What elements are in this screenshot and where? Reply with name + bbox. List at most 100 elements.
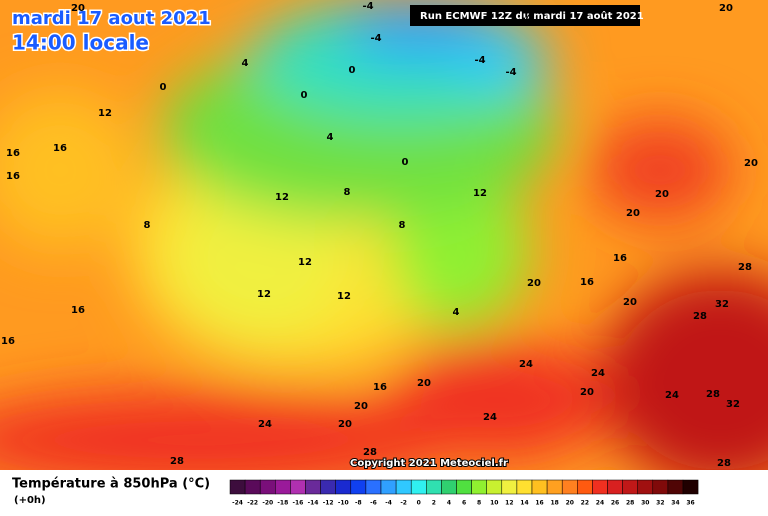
- colorbar-label: -20: [262, 500, 273, 507]
- colorbar-swatch: [380, 479, 397, 495]
- colorbar-swatch: [546, 479, 563, 495]
- legend-title: Température à 850hPa (°C): [12, 477, 210, 492]
- contour-label: 8: [344, 187, 351, 198]
- legend-step: (+0h): [14, 495, 46, 506]
- contour-label: 16: [6, 171, 20, 182]
- contour-label: 4: [453, 307, 460, 318]
- colorbar-swatch: [652, 479, 669, 495]
- colorbar-label: 0: [417, 500, 421, 507]
- colorbar-swatch: [486, 479, 503, 495]
- contour-label: 20: [338, 419, 352, 430]
- colorbar-swatch: [410, 479, 427, 495]
- colorbar-label: -10: [338, 500, 349, 507]
- colorbar-swatch: [682, 479, 699, 495]
- colorbar-label: -4: [385, 500, 392, 507]
- contour-label: 12: [298, 257, 312, 268]
- colorbar-label: 36: [686, 500, 694, 507]
- colorbar-label: 2: [432, 500, 436, 507]
- colorbar-swatch: [667, 479, 684, 495]
- contour-label: 28: [717, 458, 731, 469]
- colorbar-swatch: [456, 479, 472, 495]
- colorbar-swatch: [335, 479, 352, 495]
- contour-label: 24: [483, 412, 497, 423]
- contour-label: 20: [527, 278, 541, 289]
- colorbar-swatch: [290, 479, 306, 495]
- map-time: 14:00 locale: [12, 31, 149, 55]
- contour-label: 16: [1, 336, 15, 347]
- contour-label: 24: [519, 359, 533, 370]
- colorbar-swatch: [350, 479, 367, 495]
- contour-label: 0: [160, 82, 167, 93]
- contour-label: 16: [53, 143, 67, 154]
- colorbar-swatch: [531, 479, 548, 495]
- colorbar-swatch: [441, 479, 457, 495]
- colorbar-label: 20: [566, 500, 574, 507]
- contour-label: 0: [301, 90, 308, 101]
- colorbar-label: 4: [447, 500, 451, 507]
- contour-label: 20: [417, 378, 431, 389]
- contour-label: 20: [71, 3, 85, 14]
- colorbar-swatch: [395, 479, 412, 495]
- colorbar-swatch: [305, 479, 321, 495]
- colorbar-label: -8: [355, 500, 362, 507]
- contour-label: 16: [613, 253, 627, 264]
- contour-label: 28: [693, 311, 707, 322]
- contour-label: 28: [363, 447, 377, 458]
- colorbar-label: 10: [490, 500, 498, 507]
- contour-label: 24: [591, 368, 605, 379]
- colorbar-label: 16: [535, 500, 543, 507]
- contour-label: 24: [665, 390, 679, 401]
- contour-label: 0: [349, 65, 356, 76]
- colorbar-swatch: [426, 479, 442, 495]
- colorbar-swatch: [229, 479, 246, 495]
- run-label: Run ECMWF 12Z du mardi 17 août 2021: [420, 10, 644, 22]
- colorbar-swatch: [561, 479, 578, 495]
- contour-label: 12: [275, 192, 289, 203]
- colorbar-label: -16: [293, 500, 304, 507]
- run-box: [410, 5, 640, 26]
- contour-label: 32: [726, 399, 740, 410]
- contour-label: 12: [473, 188, 487, 199]
- contour-label: 20: [580, 387, 594, 398]
- colorbar-label: 22: [581, 500, 589, 507]
- contour-label: 16: [373, 382, 387, 393]
- colorbar-label: 28: [626, 500, 634, 507]
- colorbar-label: -22: [247, 500, 258, 507]
- colorbar-swatch: [259, 479, 276, 495]
- colorbar-label: 14: [520, 500, 528, 507]
- contour-label: 12: [257, 289, 271, 300]
- contour-label: -4: [505, 67, 516, 78]
- contour-label: -4: [474, 55, 485, 66]
- contour-label: 4: [327, 132, 334, 143]
- colorbar-label: 18: [550, 500, 558, 507]
- colorbar-swatch: [471, 479, 487, 495]
- contour-label: 24: [258, 419, 272, 430]
- colorbar-label: -18: [277, 500, 288, 507]
- contour-label: 12: [337, 291, 351, 302]
- contour-label: 0: [402, 157, 409, 168]
- contour-label: 20: [623, 297, 637, 308]
- contour-label: 16: [6, 148, 20, 159]
- colorbar-swatch: [244, 479, 261, 495]
- colorbar-label: 8: [477, 500, 481, 507]
- colorbar-swatch: [577, 479, 593, 495]
- contour-label: 28: [738, 262, 752, 273]
- colorbar-label: 12: [505, 500, 513, 507]
- colorbar-label: 34: [671, 500, 679, 507]
- contour-label: 20: [626, 208, 640, 219]
- contour-label: 28: [170, 456, 184, 467]
- colorbar-label: -6: [370, 500, 377, 507]
- colorbar-swatch: [622, 479, 638, 495]
- contour-label: -4: [370, 33, 381, 44]
- colorbar-swatch: [365, 479, 382, 495]
- colorbar-label: 6: [462, 500, 466, 507]
- colorbar-swatch: [275, 479, 291, 495]
- contour-label: -4: [521, 13, 532, 24]
- contour-label: 8: [144, 220, 151, 231]
- colorbar-label: -14: [308, 500, 319, 507]
- colorbar-label: -2: [400, 500, 407, 507]
- contour-label: 8: [399, 220, 406, 231]
- colorbar-swatch: [592, 479, 608, 495]
